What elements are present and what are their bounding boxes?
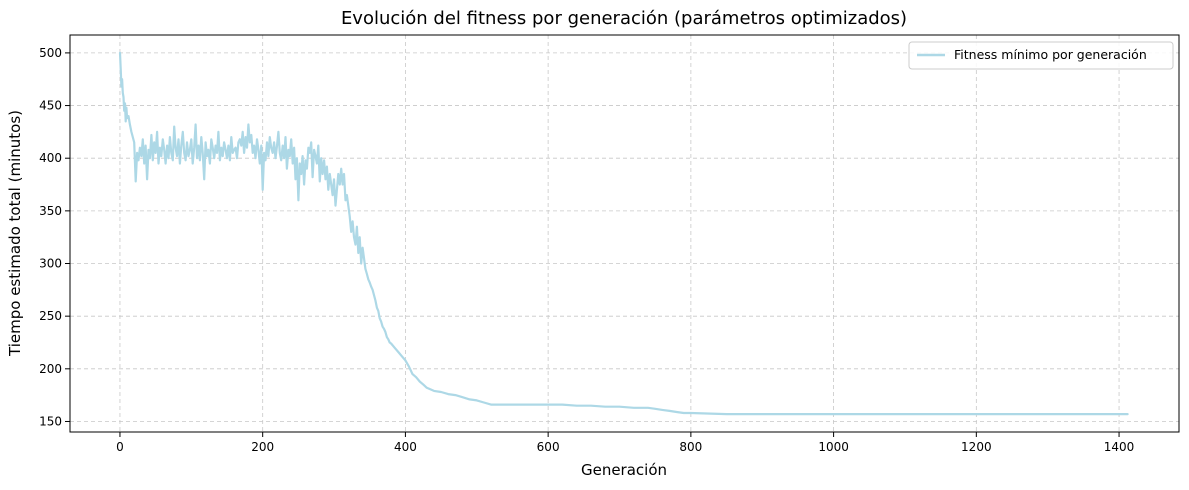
x-tick-label: 1000	[818, 440, 849, 454]
series-layer	[118, 51, 1129, 416]
y-tick-label: 400	[39, 151, 62, 165]
y-tick-label: 150	[39, 414, 62, 428]
y-tick-label: 200	[39, 362, 62, 376]
x-tick-label: 200	[251, 440, 274, 454]
y-tick-label: 250	[39, 309, 62, 323]
y-axis-label: Tiempo estimado total (minutos)	[6, 110, 24, 357]
y-tick-label: 450	[39, 99, 62, 113]
x-axis-label: Generación	[581, 461, 667, 479]
legend: Fitness mínimo por generación	[908, 41, 1174, 70]
x-tick-label: 1200	[961, 440, 992, 454]
legend-label: Fitness mínimo por generación	[954, 47, 1147, 62]
x-tick-label: 600	[537, 440, 560, 454]
x-axis-ticks: 0 200 400 600 800 1000 1200 1400	[116, 432, 1134, 454]
plot-frame	[69, 34, 1180, 433]
legend-box	[908, 41, 1174, 70]
x-tick-label: 400	[394, 440, 417, 454]
y-tick-label: 350	[39, 204, 62, 218]
x-tick-label: 1400	[1104, 440, 1135, 454]
y-axis-ticks: 150 200 250 300 350 400 450 500	[39, 46, 70, 428]
series-line-0	[118, 51, 1129, 416]
x-tick-label: 0	[116, 440, 124, 454]
y-tick-label: 500	[39, 46, 62, 60]
x-tick-label: 800	[679, 440, 702, 454]
y-tick-label: 300	[39, 257, 62, 271]
chart-title: Evolución del fitness por generación (pa…	[341, 8, 907, 29]
